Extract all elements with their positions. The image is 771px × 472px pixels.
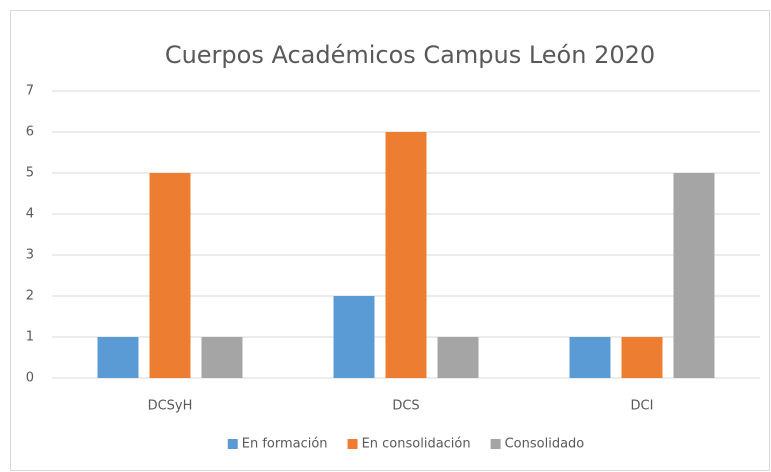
y-tick-label: 1 — [26, 330, 34, 345]
x-tick-label: DCS — [392, 399, 419, 414]
bar — [437, 337, 479, 378]
legend-swatch — [347, 439, 358, 449]
bar — [149, 173, 191, 378]
bar — [569, 337, 611, 378]
legend-swatch — [490, 439, 501, 449]
bar — [97, 337, 139, 378]
y-tick-label: 7 — [26, 84, 34, 99]
legend-label: Consolidado — [505, 437, 585, 452]
legend-swatch — [227, 439, 238, 449]
y-tick-label: 0 — [26, 371, 34, 386]
x-tick-label: DCI — [631, 399, 654, 414]
y-tick-label: 5 — [26, 166, 34, 181]
legend-label: En consolidación — [362, 437, 471, 452]
bar — [201, 337, 243, 378]
y-tick-label: 3 — [26, 248, 34, 263]
y-tick-label: 4 — [26, 207, 34, 222]
y-tick-label: 2 — [26, 289, 34, 304]
bar — [333, 296, 375, 378]
bar — [621, 337, 663, 378]
x-tick-label: DCSyH — [148, 399, 193, 414]
legend-label: En formación — [242, 437, 328, 452]
chart-title: Cuerpos Académicos Campus León 2020 — [165, 41, 655, 69]
bar — [385, 132, 427, 378]
bar — [673, 173, 715, 378]
y-tick-label: 6 — [26, 125, 34, 140]
